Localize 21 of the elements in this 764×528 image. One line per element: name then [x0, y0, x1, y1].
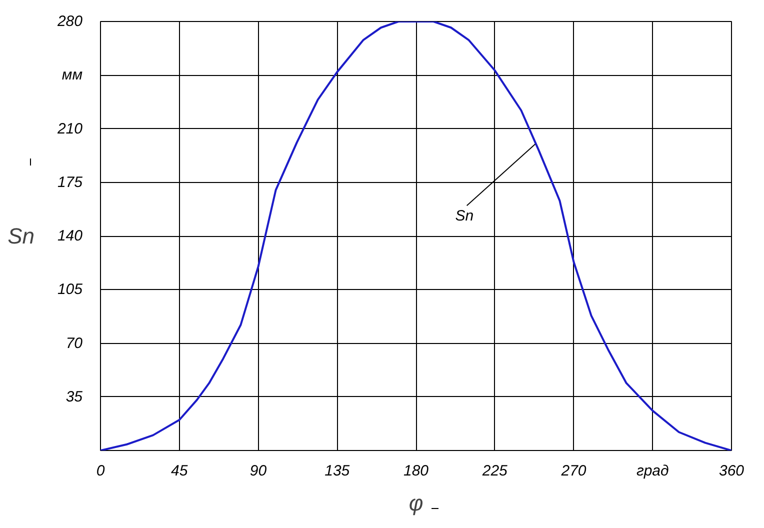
x-tick-label: 360 — [718, 462, 745, 480]
annotation: Sn — [455, 208, 474, 225]
y-tick-label: 175 — [57, 174, 84, 191]
x-tick-label: 135 — [324, 462, 350, 480]
x-tick-label: 45 — [171, 462, 188, 480]
y-tick-label: 280 — [56, 13, 84, 30]
line-series — [100, 22, 732, 450]
x-tick-label: 180 — [403, 462, 430, 480]
y-axis-title: Sn — [8, 224, 34, 248]
y-tick-label: 210 — [56, 120, 84, 138]
y-tick-label: 140 — [57, 228, 84, 244]
x-tick-label: 0 — [96, 462, 106, 480]
x-tick-label: 270 — [560, 462, 587, 480]
y-tick-label: 35 — [66, 388, 84, 406]
y-tick-label: 70 — [66, 334, 84, 352]
x-axis-title: φ — [408, 490, 424, 516]
y-tick-label: 105 — [57, 281, 84, 298]
y-tick-label: мм — [62, 66, 83, 84]
x-tick-label: град — [636, 462, 669, 480]
x-tick-label: 225 — [481, 462, 508, 480]
x-tick-label: 90 — [250, 462, 268, 480]
